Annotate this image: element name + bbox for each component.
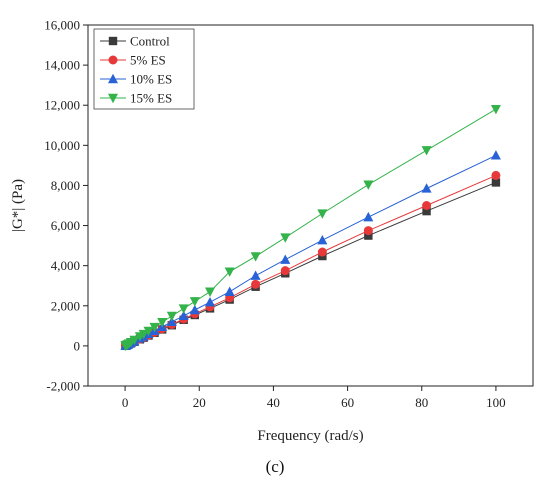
data-point <box>280 233 291 243</box>
legend-marker <box>108 93 118 104</box>
y-tick-label: -2,000 <box>46 379 80 394</box>
data-point <box>138 329 149 340</box>
data-point <box>205 296 216 307</box>
series-1 <box>120 170 501 351</box>
y-tick-label: 0 <box>74 338 81 353</box>
data-point <box>166 311 177 322</box>
series-2 <box>120 150 501 350</box>
legend-marker <box>108 36 118 46</box>
y-tick-label: 4,000 <box>51 258 80 273</box>
series-line <box>125 108 497 347</box>
data-point <box>317 209 328 219</box>
data-point <box>317 234 328 245</box>
data-point <box>363 226 373 236</box>
y-tick-label: 16,000 <box>44 18 80 33</box>
data-point <box>157 318 168 328</box>
y-axis-title: |G*| (Pa) <box>10 179 26 232</box>
y-tick-label: 14,000 <box>44 58 80 73</box>
data-point <box>251 279 261 289</box>
data-point <box>490 105 501 115</box>
y-tick-label: 2,000 <box>51 298 80 313</box>
data-point <box>149 322 160 333</box>
x-tick-label: 20 <box>193 395 206 410</box>
data-point <box>422 206 431 216</box>
y-tick-label: 6,000 <box>51 218 80 233</box>
x-tick-label: 40 <box>267 395 280 410</box>
legend: Control 5% ES 10% ES 15% ES <box>93 28 195 110</box>
data-point <box>143 326 154 337</box>
data-point <box>317 247 327 257</box>
panel-label: (c) <box>266 457 285 476</box>
data-point <box>421 183 432 193</box>
data-point <box>422 201 432 210</box>
series-0 <box>121 178 501 350</box>
data-point <box>491 178 501 187</box>
data-point <box>178 304 189 314</box>
plot-frame <box>87 24 534 387</box>
data-point <box>224 267 235 277</box>
series-3 <box>120 105 501 351</box>
data-point <box>363 211 374 222</box>
data-point <box>363 180 374 190</box>
data-point <box>280 266 290 276</box>
data-point <box>166 316 177 327</box>
y-tick-label: 10,000 <box>44 138 80 153</box>
legend-label: 10% ES <box>130 72 172 87</box>
x-tick-label: 0 <box>122 395 129 410</box>
data-point <box>178 310 189 321</box>
data-point <box>421 146 432 156</box>
data-point <box>189 304 200 315</box>
x-tick-label: 80 <box>415 395 428 410</box>
legend-label: Control <box>130 34 170 49</box>
data-point <box>490 150 501 160</box>
legend-label: 5% ES <box>130 53 166 68</box>
y-tick-label: 12,000 <box>44 98 80 113</box>
plot-area <box>120 105 501 351</box>
data-point <box>129 335 140 346</box>
x-axis-title: Frequency (rad/s) <box>257 428 363 444</box>
data-point <box>364 231 373 240</box>
legend-marker <box>108 73 118 84</box>
x-tick-label: 60 <box>341 395 354 410</box>
data-point <box>250 270 261 280</box>
data-point <box>250 252 261 262</box>
data-point <box>491 170 501 180</box>
data-point <box>280 254 291 264</box>
legend-marker <box>108 55 118 65</box>
legend-label: 15% ES <box>130 91 172 106</box>
data-point <box>189 297 200 307</box>
data-point <box>224 286 235 296</box>
x-tick-label: 100 <box>486 395 506 410</box>
axes: 0 20 40 60 80 100 -2,000 0 2,000 4,000 6,000 8,000 1… <box>44 18 534 410</box>
y-tick-label: 8,000 <box>51 178 80 193</box>
data-point <box>205 287 216 297</box>
